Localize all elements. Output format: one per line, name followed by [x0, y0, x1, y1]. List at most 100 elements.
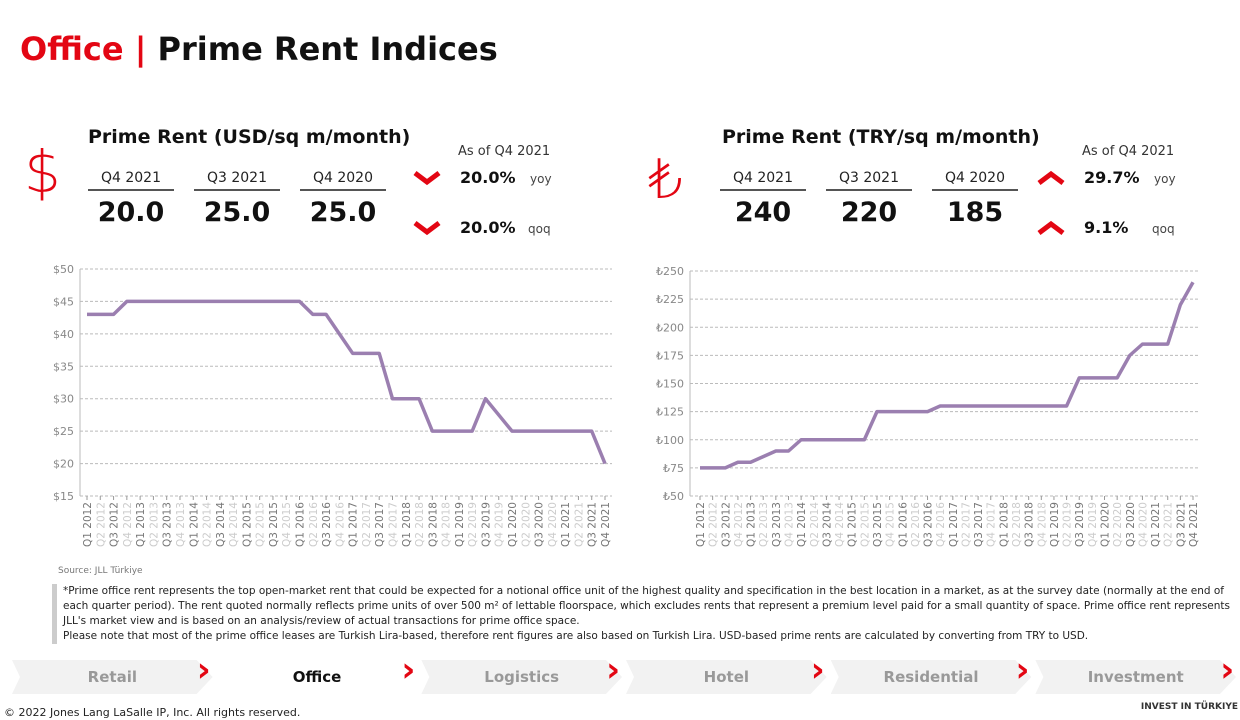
- period-label: Q4 2020: [932, 170, 1018, 191]
- x-tick-label: Q2 2012: [95, 502, 107, 547]
- x-tick-label: Q4 2018: [441, 502, 453, 547]
- x-tick-label: Q1 2013: [135, 502, 147, 547]
- change-label: yoy: [1154, 172, 1176, 186]
- y-tick-label: $25: [53, 425, 74, 438]
- x-tick-label: Q4 2012: [122, 502, 134, 547]
- x-tick-label: Q2 2020: [520, 502, 532, 547]
- x-tick-label: Q4 2018: [1036, 502, 1048, 547]
- x-tick-label: Q3 2016: [923, 502, 935, 547]
- nav: Retail Office Logistics Hotel Residential Inv…: [12, 660, 1240, 694]
- nav-chevron: ›: [196, 650, 211, 690]
- lira-icon: ₺: [648, 148, 683, 211]
- copyright: © 2022 Jones Lang LaSalle IP, Inc. All r…: [4, 706, 301, 719]
- period-value: 25.0: [309, 197, 377, 228]
- x-tick-label: Q2 2017: [361, 502, 373, 547]
- change-label: qoq: [1152, 222, 1175, 236]
- nav-item[interactable]: Hotel: [626, 660, 827, 694]
- x-tick-label: Q2 2014: [202, 502, 214, 547]
- x-tick-label: Q4 2016: [935, 502, 947, 547]
- nav-item[interactable]: Residential: [830, 660, 1032, 694]
- x-tick-label: Q1 2015: [847, 502, 859, 547]
- line-series: [87, 299, 607, 465]
- period-label: Q4 2021: [88, 170, 174, 191]
- period-label: Q3 2021: [194, 170, 280, 191]
- page-title: Office | Prime Rent Indices: [20, 30, 498, 68]
- nav-item[interactable]: Logistics: [421, 660, 623, 694]
- x-tick-label: Q3 2013: [771, 502, 783, 547]
- change-label: qoq: [528, 222, 551, 236]
- x-tick-label: Q4 2016: [334, 502, 346, 547]
- notes: *Prime office rent represents the top op…: [52, 584, 1238, 644]
- x-tick-label: Q1 2017: [948, 502, 960, 547]
- x-tick-label: Q2 2012: [708, 502, 720, 547]
- y-tick-label: ₺75: [663, 462, 684, 475]
- x-tick-label: Q1 2012: [695, 502, 707, 547]
- down-arrow: [413, 221, 441, 236]
- x-tick-label: Q3 2014: [215, 502, 227, 547]
- nav-item[interactable]: Investment: [1035, 660, 1237, 694]
- period-label: Q4 2020: [300, 170, 386, 191]
- nav-item[interactable]: Retail: [12, 660, 213, 694]
- x-tick-label: Q1 2015: [241, 502, 253, 547]
- x-tick-label: Q4 2020: [1137, 502, 1149, 547]
- x-tick-label: Q2 2015: [859, 502, 871, 547]
- line-series: [700, 281, 1195, 470]
- x-tick-label: Q2 2014: [809, 502, 821, 547]
- x-tick-label: Q4 2017: [986, 502, 998, 547]
- x-tick-label: Q1 2021: [1150, 502, 1162, 547]
- y-tick-label: ₺250: [656, 265, 684, 278]
- nav-chevron: ›: [401, 650, 416, 690]
- x-tick-label: Q3 2018: [1024, 502, 1036, 547]
- x-tick-label: Q4 2015: [281, 502, 293, 547]
- x-tick-label: Q3 2019: [1074, 502, 1086, 547]
- nav-chevron: ›: [1015, 650, 1030, 690]
- y-tick-label: $20: [53, 458, 74, 471]
- x-tick-label: Q1 2013: [746, 502, 758, 547]
- dollar-icon: $: [24, 138, 61, 206]
- as-of: As of Q4 2021: [1082, 144, 1175, 159]
- x-tick-label: Q3 2013: [162, 502, 174, 547]
- x-tick-label: Q3 2015: [268, 502, 280, 547]
- period-value: 20.0: [97, 197, 165, 228]
- up-arrow: [1037, 220, 1065, 235]
- x-tick-label: Q2 2021: [573, 502, 585, 547]
- period-value: 220: [840, 197, 898, 228]
- x-tick-label: Q4 2012: [733, 502, 745, 547]
- y-tick-label: ₺225: [656, 293, 684, 306]
- x-tick-label: Q3 2012: [720, 502, 732, 547]
- note: *Prime office rent represents the top op…: [63, 585, 1230, 627]
- logo: INVEST IN TÜRKIYE: [1140, 702, 1238, 712]
- section: Office: [20, 30, 124, 68]
- x-tick-label: Q4 2013: [783, 502, 795, 547]
- x-tick-label: Q3 2015: [872, 502, 884, 547]
- x-tick-label: Q2 2013: [758, 502, 770, 547]
- x-tick-label: Q2 2020: [1112, 502, 1124, 547]
- separator: |: [134, 30, 147, 68]
- x-tick-label: Q1 2020: [507, 502, 519, 547]
- x-tick-label: Q2 2016: [910, 502, 922, 547]
- y-tick-label: ₺50: [663, 490, 684, 503]
- y-tick-label: ₺125: [656, 406, 684, 419]
- x-tick-label: Q4 2021: [1188, 502, 1200, 547]
- x-tick-label: Q3 2021: [1175, 502, 1187, 547]
- period-value: 25.0: [203, 197, 271, 228]
- x-tick-label: Q2 2019: [1062, 502, 1074, 547]
- note: Please note that most of the prime offic…: [63, 630, 1089, 642]
- nav-chevron: ›: [606, 650, 621, 690]
- x-tick-label: Q2 2018: [1011, 502, 1023, 547]
- x-tick-label: Q4 2019: [494, 502, 506, 547]
- chart-title: Prime Rent (TRY/sq m/month): [722, 126, 1040, 148]
- change-value: 9.1%: [1084, 218, 1129, 237]
- y-tick-label: ₺100: [656, 434, 684, 447]
- x-tick-label: Q2 2018: [414, 502, 426, 547]
- y-tick-label: ₺150: [656, 378, 684, 391]
- change-label: yoy: [530, 172, 552, 186]
- x-tick-label: Q2 2017: [960, 502, 972, 547]
- nav-item[interactable]: Office: [216, 660, 418, 694]
- x-tick-label: Q3 2017: [973, 502, 985, 547]
- change-value: 29.7%: [1084, 168, 1140, 187]
- period-value: 185: [946, 197, 1004, 228]
- nav-chevron: ›: [810, 650, 825, 690]
- x-tick-label: Q1 2017: [348, 502, 360, 547]
